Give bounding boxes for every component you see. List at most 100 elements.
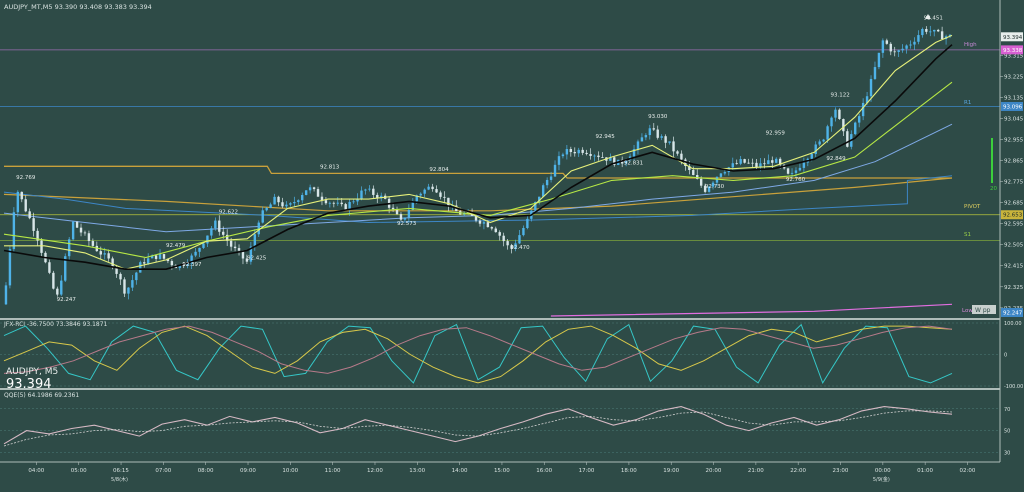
qqe-tick-label: 70 xyxy=(1004,407,1010,413)
candle-body xyxy=(948,34,952,37)
candle-body xyxy=(257,222,260,235)
time-axis: 04:00 05:00 06:15 07:00 08:00 09:00 10:00 11:00… xyxy=(28,462,976,483)
side-marker-label: 20 xyxy=(990,186,997,192)
candle-body xyxy=(755,162,758,168)
candle-body xyxy=(281,202,284,207)
candle-body xyxy=(692,170,695,176)
candle-body xyxy=(917,35,920,42)
candle-body xyxy=(893,51,896,53)
candle-body xyxy=(12,212,16,250)
candle-body xyxy=(759,163,762,168)
candle-body xyxy=(901,48,904,51)
candle-body xyxy=(786,168,790,174)
candle-body xyxy=(696,175,699,179)
candle-body xyxy=(613,157,616,165)
candle-body xyxy=(218,220,221,232)
candle-body xyxy=(411,201,415,210)
price-annotation: 92.945 xyxy=(595,134,615,140)
price-tag xyxy=(1001,32,1023,42)
candle-body xyxy=(652,128,655,130)
candle-body xyxy=(905,45,908,49)
price-annotation: 92.730 xyxy=(705,184,725,190)
candle-body xyxy=(676,151,679,154)
time-tick-label: 21:00 xyxy=(748,468,764,474)
time-tick-label: 18:00 xyxy=(621,468,637,474)
price-tag xyxy=(1001,210,1023,220)
candle-body xyxy=(99,251,102,255)
rci-series-line xyxy=(3,325,953,384)
candle-body xyxy=(703,185,707,192)
candle-body xyxy=(854,122,857,135)
candle-body xyxy=(32,218,35,231)
candle-body xyxy=(222,231,225,235)
candle-body xyxy=(119,273,122,280)
price-annotation: 92.479 xyxy=(166,243,186,249)
time-tick-label: 14:00 xyxy=(452,468,468,474)
candle-body xyxy=(427,186,430,190)
blue-level-line xyxy=(3,175,953,224)
candle-body xyxy=(336,202,339,204)
candle-body xyxy=(545,179,549,186)
candle-body xyxy=(182,264,185,266)
candle-body xyxy=(522,228,525,236)
price-annotation: 92.425 xyxy=(247,255,267,261)
candle-body xyxy=(67,239,71,257)
time-tick-label: 06:15 xyxy=(113,468,129,474)
price-tick-label: 93.315 xyxy=(1004,53,1024,59)
candle-body xyxy=(320,196,324,201)
price-tag-label: 93.394 xyxy=(1003,35,1023,41)
level-label-r1: R1 xyxy=(964,100,971,106)
candle-body xyxy=(881,40,885,53)
price-tag-label: 93.096 xyxy=(1003,104,1023,110)
price-tick-label: 92.595 xyxy=(1004,222,1024,228)
candle-body xyxy=(889,43,892,52)
candle-body xyxy=(818,141,821,145)
qqe-header: QQE(5) 64.1986 69.2361 xyxy=(4,392,79,399)
candle-body xyxy=(869,78,873,97)
candle-body xyxy=(474,215,478,221)
candle-body xyxy=(933,29,936,32)
price-annotation: 92.813 xyxy=(320,165,340,171)
candle-body xyxy=(609,157,612,161)
level-label-s1: S1 xyxy=(964,232,971,238)
candle-body xyxy=(834,109,837,118)
candle-body xyxy=(194,251,197,256)
candle-body xyxy=(506,241,509,246)
level-label-high: High xyxy=(964,42,977,48)
candle-body xyxy=(344,204,347,211)
price-annotation: 92.831 xyxy=(624,160,643,166)
candle-body xyxy=(569,149,573,153)
wpp-tag xyxy=(972,305,996,314)
time-tick-label: 16:00 xyxy=(536,468,552,474)
price-annotation: 92.573 xyxy=(397,221,417,227)
candle-body xyxy=(668,141,671,143)
date-tick-label: 5/9(金) xyxy=(873,476,890,483)
candle-body xyxy=(143,262,146,264)
candle-body xyxy=(767,160,770,165)
time-tick-label: 17:00 xyxy=(579,468,595,474)
candle-body xyxy=(312,187,316,190)
candle-body xyxy=(897,50,900,52)
candle-body xyxy=(360,190,363,199)
price-tick-label: 92.865 xyxy=(1004,158,1024,164)
candle-body xyxy=(751,162,754,164)
candle-body xyxy=(301,194,304,201)
candle-body xyxy=(735,163,738,165)
candle-body xyxy=(4,285,8,305)
candle-body xyxy=(154,255,158,259)
candle-body xyxy=(178,264,181,269)
time-tick-label: 08:00 xyxy=(198,468,214,474)
date-tick-label: 5/8(木) xyxy=(111,476,128,483)
price-annotation: 92.804 xyxy=(429,167,449,173)
candle-body xyxy=(210,228,213,236)
candle-body xyxy=(640,137,644,142)
candle-body xyxy=(830,117,833,127)
qqe-tick-label: 50 xyxy=(1004,429,1010,435)
rci-tick-label: 0 xyxy=(1004,353,1007,359)
candle-body xyxy=(64,256,67,281)
candle-body xyxy=(249,246,253,262)
pivot-rising-line xyxy=(3,177,953,212)
price-tag xyxy=(1001,101,1023,111)
price-tick-label: 92.325 xyxy=(1004,285,1024,291)
